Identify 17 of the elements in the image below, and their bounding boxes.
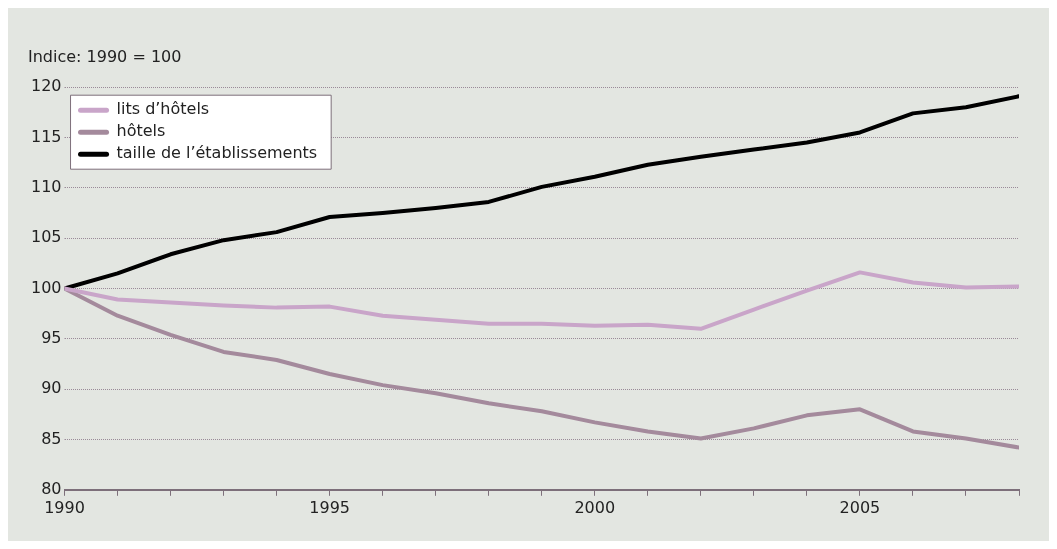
y-tick-label: 90 bbox=[41, 378, 62, 398]
y-tick-label: 95 bbox=[41, 327, 62, 347]
legend-label: lits d’hôtels bbox=[116, 99, 210, 119]
y-tick-label: 100 bbox=[30, 277, 62, 297]
chart-subtitle: Indice: 1990 = 100 bbox=[28, 46, 182, 66]
legend-label: taille de l’établissements bbox=[116, 143, 318, 163]
x-tick-label: 2000 bbox=[574, 497, 616, 517]
y-tick-label: 105 bbox=[30, 227, 62, 247]
y-tick-label: 120 bbox=[30, 76, 62, 96]
y-tick-label: 80 bbox=[41, 478, 62, 498]
y-tick-label: 115 bbox=[30, 126, 62, 146]
x-tick-label: 2005 bbox=[839, 497, 881, 517]
y-tick-label: 85 bbox=[41, 428, 62, 448]
x-tick-label: 1995 bbox=[309, 497, 351, 517]
x-tick-label: 1990 bbox=[44, 497, 85, 517]
legend-label: hôtels bbox=[116, 121, 166, 141]
y-tick-label: 110 bbox=[30, 177, 62, 197]
